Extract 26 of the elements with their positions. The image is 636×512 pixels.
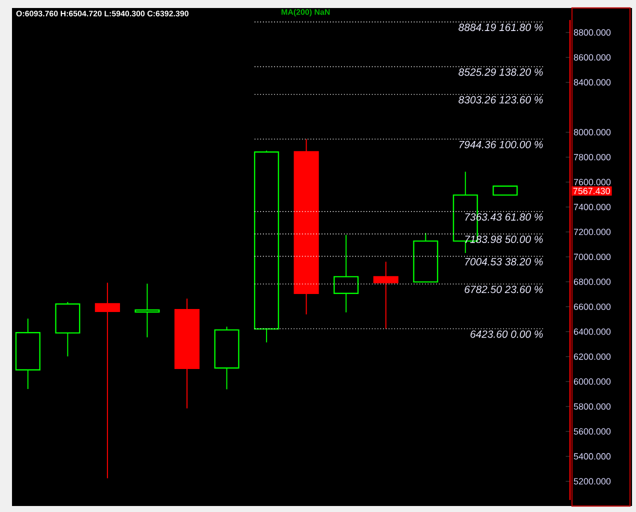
y-tick-label: 6800.000 [574,278,611,285]
y-tick-label: 7600.000 [574,178,611,186]
y-tick-label: 7200.000 [574,228,611,236]
y-tick-label: 8800.000 [574,29,611,36]
y-tick-label: 6000.000 [574,378,611,385]
y-tick-label: 5600.000 [574,428,611,435]
y-tick-label: 5200.000 [574,478,611,484]
y-tick-label: 8600.000 [574,54,611,61]
y-tick-label: 6400.000 [574,328,611,335]
y-tick-label: 6600.000 [574,304,611,310]
y-tick-label: 8000.000 [574,129,611,136]
ref-line-label: 7944.36 100.00 % [459,140,543,148]
text: 7567.430 [573,188,610,194]
ref-line-label: 8303.26 123.60 % [458,96,543,104]
y-tick-label: 5400.000 [574,453,611,460]
y-tick-label: 7800.000 [574,154,611,160]
ref-line-label: 6782.50 23.60 % [464,286,543,294]
y-tick-label: 7000.000 [574,254,611,260]
y-tick-label: 8400.000 [574,79,611,86]
ref-line-label: 8884.19 161.80 % [458,24,543,32]
ref-line-label: 7004.53 38.20 % [465,258,543,266]
y-tick-label: 5800.000 [574,403,611,410]
y-tick-label: 7400.000 [574,204,611,210]
y-tick-label: 6200.000 [574,353,611,360]
ref-line-label: 6423.60 0.00 % [470,330,543,338]
ref-line-label: 8525.29 138.20 % [458,68,543,76]
